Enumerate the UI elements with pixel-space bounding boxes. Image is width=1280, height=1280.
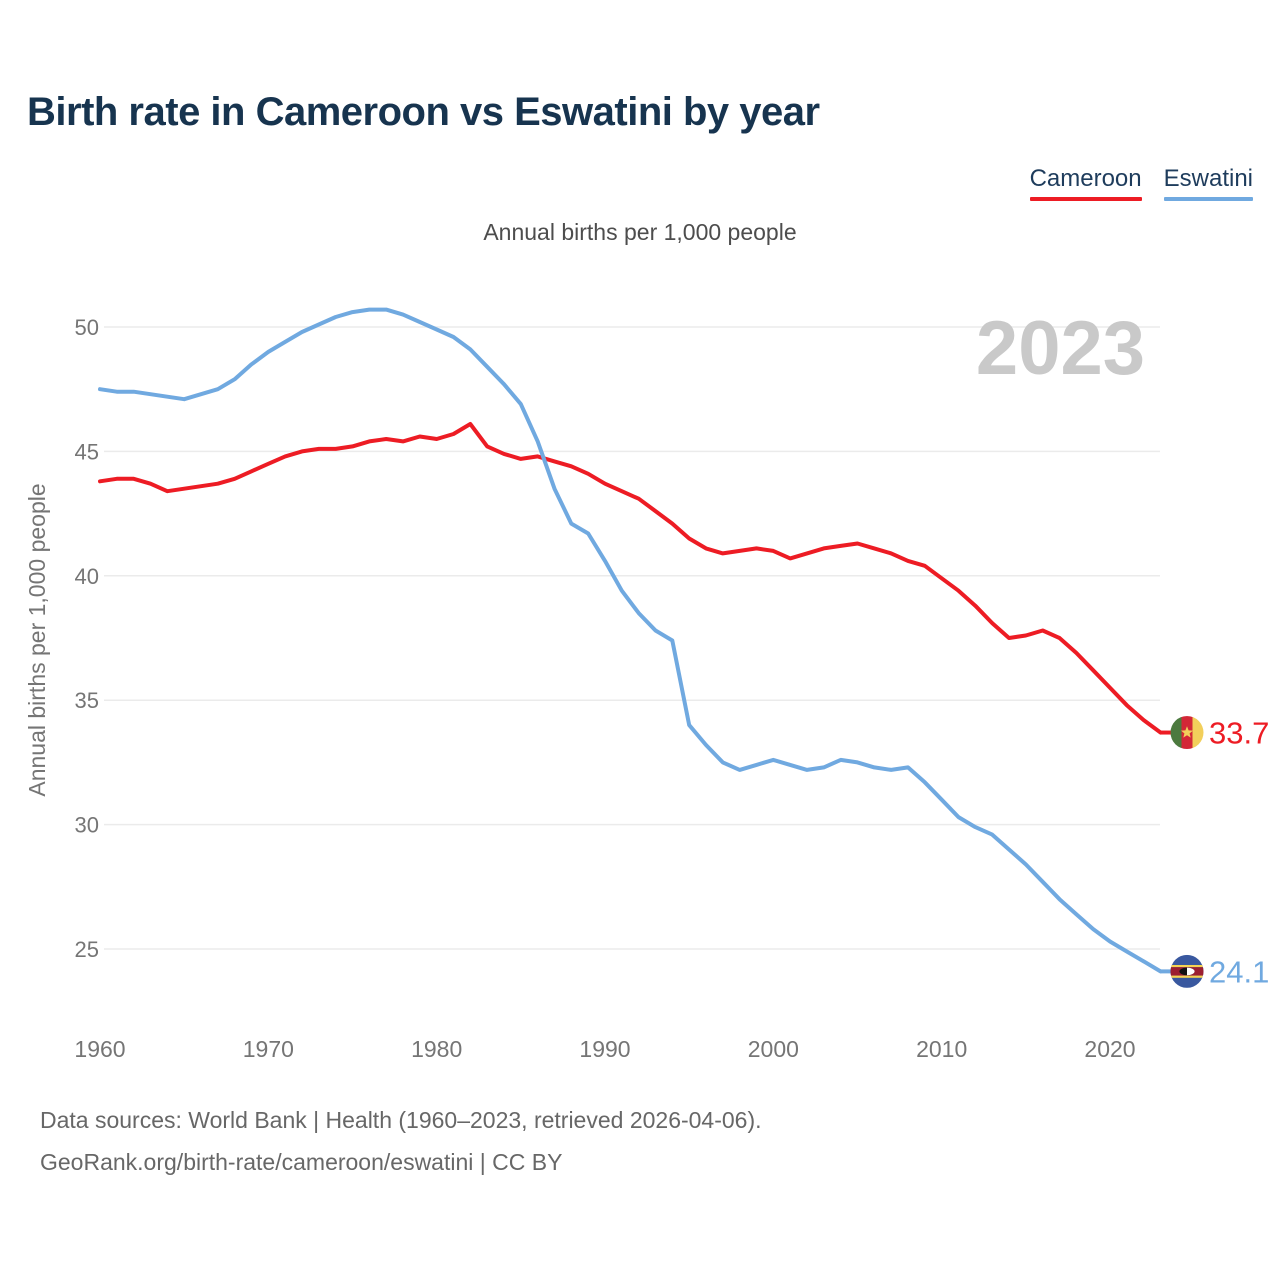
cameroon-star-icon [1181, 726, 1193, 738]
y-tick-label-30: 30 [75, 813, 99, 838]
page-title: Birth rate in Cameroon vs Eswatini by ye… [27, 90, 820, 134]
legend-label-eswatini: Eswatini [1163, 165, 1253, 192]
series-line-cameroon [98, 422, 1163, 735]
x-tick-label-1970: 1970 [243, 1036, 294, 1062]
end-value-cameroon: 33.7 [1209, 716, 1269, 751]
x-tick-label-2010: 2010 [916, 1036, 967, 1062]
x-tick-label-2000: 2000 [748, 1036, 799, 1062]
legend-item-eswatini[interactable]: Eswatini [1163, 165, 1253, 201]
watermark-year: 2023 [976, 306, 1145, 391]
legend-underline-cameroon [1029, 197, 1142, 201]
end-value-eswatini: 24.1 [1209, 954, 1269, 989]
y-tick-label-40: 40 [75, 564, 99, 589]
y-tick-label-35: 35 [75, 688, 99, 713]
x-tick-label-1990: 1990 [579, 1036, 630, 1062]
footer: Data sources: World Bank | Health (1960–… [40, 1099, 762, 1183]
flag-cameroon-icon [1170, 716, 1204, 750]
legend-label-cameroon: Cameroon [1029, 165, 1142, 192]
x-tick-label-2020: 2020 [1084, 1036, 1135, 1062]
legend-underline-eswatini [1163, 197, 1253, 201]
footer-attribution: GeoRank.org/birth-rate/cameroon/eswatini… [40, 1149, 563, 1175]
flag-eswatini-icon [1170, 954, 1204, 988]
legend: Cameroon Eswatini [1029, 165, 1253, 201]
series-line-eswatini [98, 307, 1163, 974]
y-tick-label-50: 50 [75, 315, 99, 340]
y-tick-label-25: 25 [75, 937, 99, 962]
y-tick-label-45: 45 [75, 439, 99, 464]
footer-data-sources: Data sources: World Bank | Health (1960–… [40, 1107, 762, 1133]
x-tick-label-1980: 1980 [411, 1036, 462, 1062]
y-axis-title: Annual births per 1,000 people [24, 483, 50, 796]
chart-subtitle: Annual births per 1,000 people [483, 219, 797, 245]
legend-item-cameroon[interactable]: Cameroon [1029, 165, 1142, 201]
x-tick-label-1960: 1960 [74, 1036, 125, 1062]
